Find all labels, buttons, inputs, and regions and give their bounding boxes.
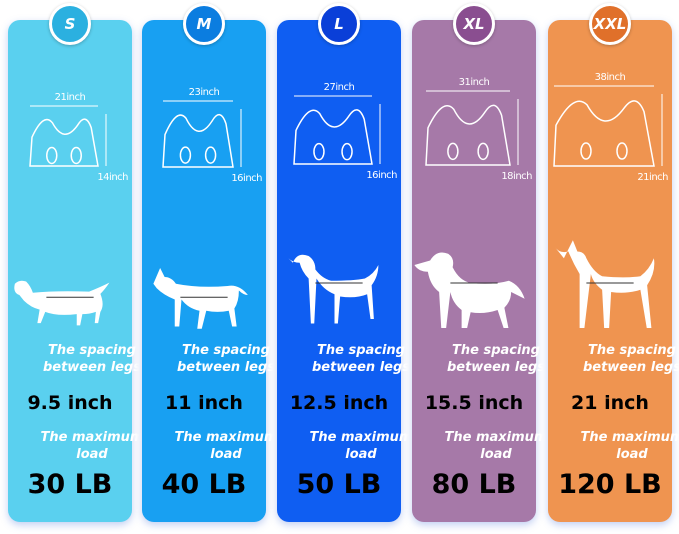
vest-diagram <box>162 100 242 168</box>
leg-spacing-value: 21 inch <box>571 392 649 414</box>
leg-hole <box>70 146 82 165</box>
leg-hole <box>477 142 489 161</box>
max-load-label: The maximum load <box>580 430 679 462</box>
size-card-m: M 23inch 16inch The spacing between legs… <box>142 3 277 522</box>
vest-diagram <box>29 105 107 167</box>
width-label: 38inch <box>594 72 626 83</box>
max-load-value: 120 LB <box>558 469 662 500</box>
vest-outline <box>293 109 373 165</box>
leg-spacing-value: 15.5 inch <box>424 392 524 414</box>
leg-hole <box>580 142 592 160</box>
leg-hole <box>616 142 628 160</box>
width-label: 31inch <box>458 77 490 88</box>
max-load-label: The maximum load <box>309 430 413 462</box>
spacing-label: The spacing between legs <box>582 343 679 375</box>
leg-hole <box>313 142 325 161</box>
spacing-label: The spacing between legs <box>176 343 276 375</box>
max-load-label: The maximum load <box>40 430 144 462</box>
height-label: 18inch <box>501 171 532 182</box>
size-card-xxl: XXL 38inch 21inch The spacing between le… <box>548 3 679 522</box>
leg-spacing-value: 9.5 inch <box>27 392 113 414</box>
size-card-xl: XL 31inch 18inch The spacing between leg… <box>412 3 547 522</box>
max-load-value: 40 LB <box>161 469 247 500</box>
spacing-label: The spacing between legs <box>311 343 411 375</box>
size-badge: XL <box>453 3 495 45</box>
vest-outline <box>162 113 234 168</box>
leg-spacing-value: 11 inch <box>165 392 243 414</box>
vest-outline <box>29 118 99 167</box>
leg-hole <box>204 146 217 164</box>
max-load-label: The maximum load <box>174 430 278 462</box>
dog-silhouette-icon <box>14 280 110 326</box>
height-label: 16inch <box>366 170 397 181</box>
width-label: 27inch <box>323 82 355 93</box>
leg-hole <box>447 142 459 161</box>
spacing-label: The spacing between legs <box>446 343 546 375</box>
dog-silhouette-icon <box>554 240 655 328</box>
max-load-label: The maximum load <box>444 430 548 462</box>
size-card-s: S 21inch 14inch The spacing between legs… <box>8 3 143 522</box>
size-badge: XXL <box>589 3 631 45</box>
leg-hole <box>179 146 192 164</box>
max-load-value: 30 LB <box>27 469 113 500</box>
height-label: 14inch <box>97 172 128 183</box>
size-badge: S <box>49 3 91 45</box>
vest-diagram <box>553 85 663 167</box>
height-label: 21inch <box>637 172 668 183</box>
height-label: 16inch <box>231 173 262 184</box>
leg-hole <box>46 146 58 165</box>
max-load-value: 80 LB <box>431 469 517 500</box>
vest-outline <box>553 100 655 167</box>
vest-diagram <box>293 95 381 165</box>
size-badge: M <box>183 3 225 45</box>
spacing-label: The spacing between legs <box>42 343 142 375</box>
dog-silhouette-icon <box>288 254 379 324</box>
size-card-l: L 27inch 16inch The spacing between legs… <box>277 3 412 522</box>
leg-hole <box>341 142 353 161</box>
dog-silhouette-icon <box>153 268 248 329</box>
vest-diagram <box>425 90 519 166</box>
leg-spacing-value: 12.5 inch <box>289 392 389 414</box>
size-badge: L <box>318 3 360 45</box>
width-label: 21inch <box>54 92 86 103</box>
dog-silhouette-icon <box>414 252 525 328</box>
max-load-value: 50 LB <box>296 469 382 500</box>
vest-outline <box>425 104 511 166</box>
width-label: 23inch <box>188 87 220 98</box>
